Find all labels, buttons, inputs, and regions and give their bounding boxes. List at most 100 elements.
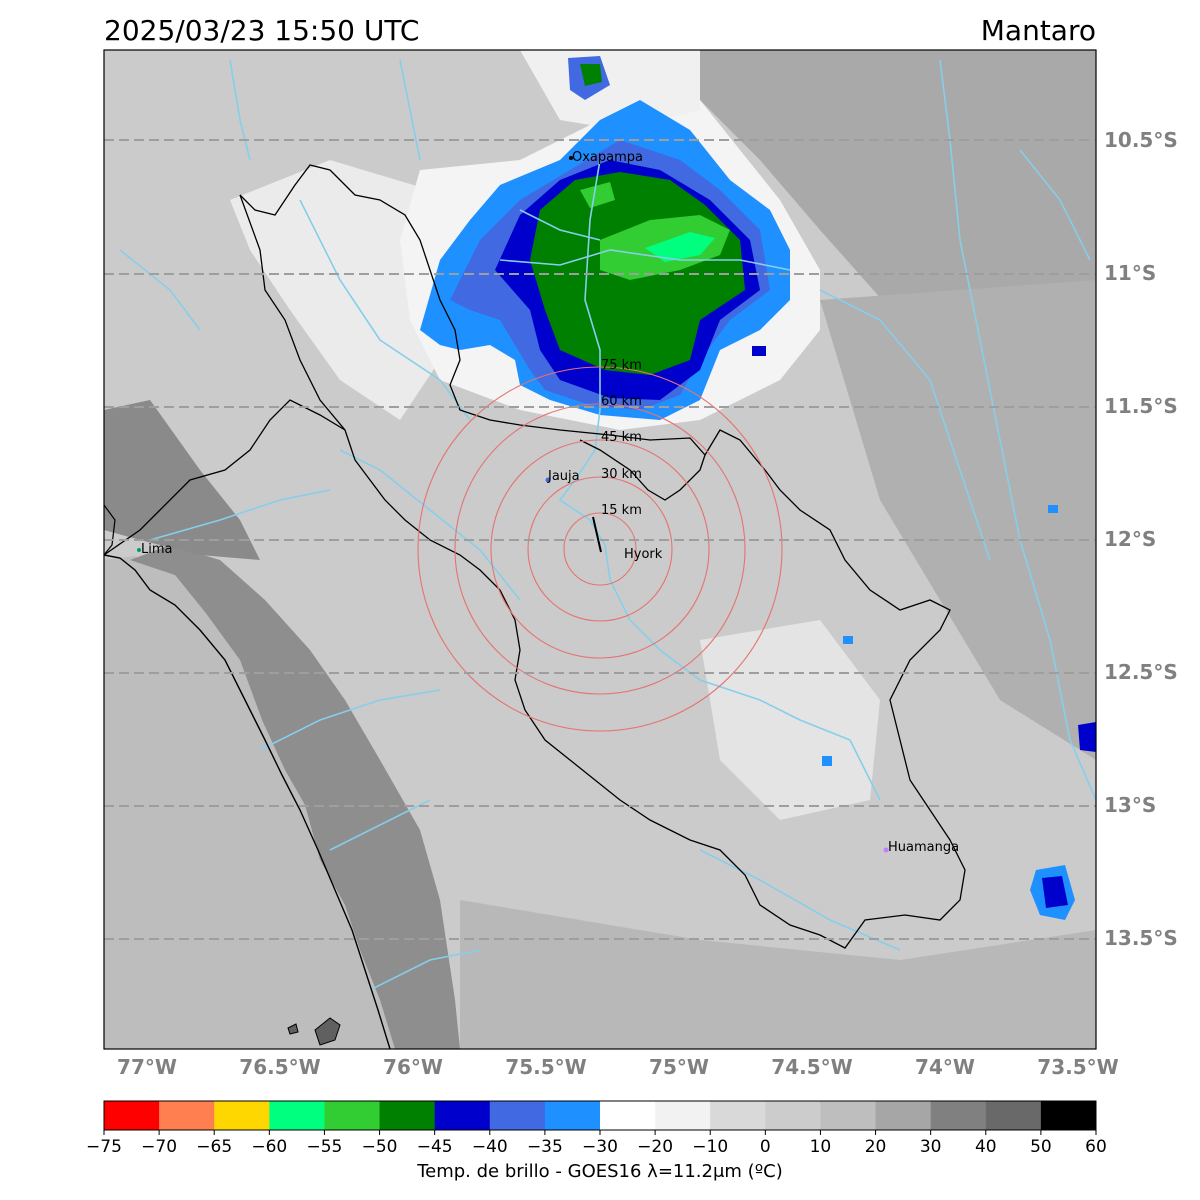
- colorbar-tick-label: 60: [1085, 1137, 1107, 1157]
- city-label-lima: Lima: [141, 542, 172, 557]
- lon-label: 76.5°W: [239, 1055, 320, 1079]
- city-label-hyork: Hyork: [624, 547, 663, 562]
- ring-15km: [563, 512, 637, 586]
- colorbar-tick-label: −45: [417, 1137, 453, 1157]
- cloud-zone-minus55: [645, 232, 715, 262]
- lon-label: 74°W: [915, 1055, 975, 1079]
- colorbar-tick-label: −75: [86, 1137, 122, 1157]
- lat-label: 10.5°S: [1104, 128, 1178, 152]
- cloud-cell-e: [1078, 722, 1096, 752]
- lon-label: 74.5°W: [771, 1055, 852, 1079]
- lon-label: 73.5°W: [1037, 1055, 1118, 1079]
- cloud-pixel-1: [1048, 505, 1058, 513]
- colorbar-segment: [379, 1101, 436, 1130]
- colorbar-tick-label: −30: [582, 1137, 618, 1157]
- coastal-band: [130, 545, 460, 1049]
- ring-label-75km: 75 km: [601, 358, 642, 373]
- colorbar-segment: [214, 1101, 270, 1130]
- colorbar-segment: [159, 1101, 215, 1130]
- island: [314, 1017, 341, 1046]
- lat-label: 13.5°S: [1104, 926, 1178, 950]
- colorbar-tick-label: 40: [975, 1137, 997, 1157]
- islet: [287, 1023, 299, 1035]
- colorbar-segment: [269, 1101, 325, 1130]
- cloud-cell-se-core: [1042, 876, 1068, 908]
- colorbar-segment: [710, 1101, 766, 1130]
- colorbar-tick-label: −70: [141, 1137, 177, 1157]
- lon-label: 75.5°W: [505, 1055, 586, 1079]
- lat-label: 13°S: [1104, 793, 1156, 817]
- colorbar-segment: [104, 1101, 160, 1130]
- ring-label-30km: 30 km: [601, 467, 642, 482]
- colorbar-tick-label: −55: [306, 1137, 342, 1157]
- huamanga-marker: [883, 847, 889, 853]
- lima-marker: [137, 548, 141, 552]
- colorbar-segment: [600, 1101, 656, 1130]
- colorbar-segment: [765, 1101, 821, 1130]
- jauja-marker: [545, 477, 551, 483]
- map-labels: Oxapampa Jauja Hyork Lima Huamanga 15 km…: [141, 150, 959, 855]
- colorbar-segment: [544, 1101, 601, 1130]
- longitude-labels: 77°W 76.5°W 76°W 75.5°W 75°W 74.5°W 74°W…: [117, 1055, 1119, 1079]
- ring-label-60km: 60 km: [601, 394, 642, 409]
- lon-label: 75°W: [649, 1055, 709, 1079]
- colorbar-tick-label: −60: [251, 1137, 287, 1157]
- cloud-pixel-4: [752, 346, 766, 356]
- city-label-huamanga: Huamanga: [888, 840, 959, 855]
- colorbar-label: Temp. de brillo - GOES16 λ=11.2μm (ºC): [417, 1161, 783, 1182]
- colorbar-tick-label: −65: [196, 1137, 232, 1157]
- colorbar-segment: [875, 1101, 932, 1130]
- colorbar-tick-label: 0: [760, 1137, 771, 1157]
- colorbar-tick-label: 20: [865, 1137, 887, 1157]
- coastline: [104, 554, 391, 1049]
- colorbar-segment: [434, 1101, 491, 1130]
- colorbar-tick-label: −50: [362, 1137, 398, 1157]
- colorbar-segment: [930, 1101, 987, 1130]
- colorbar-tick-label: 30: [920, 1137, 942, 1157]
- colorbar-segment: [324, 1101, 381, 1130]
- oxapampa-marker: [569, 156, 573, 160]
- lat-label: 11.5°S: [1104, 394, 1178, 418]
- colorbar-tick-label: −35: [527, 1137, 563, 1157]
- radar-beam-line: [592, 516, 602, 553]
- rivers: [119, 59, 1096, 991]
- map-imagery: [104, 50, 1096, 1049]
- cloud-pixel-2: [843, 636, 853, 644]
- colorbar-tick-label: −20: [637, 1137, 673, 1157]
- colorbar-segment: [985, 1101, 1042, 1130]
- east-terrain: [820, 280, 1096, 760]
- map-frame: [103, 49, 1097, 1050]
- sea: [104, 556, 395, 1049]
- colorbar-tick-label: 10: [810, 1137, 832, 1157]
- lon-label: 77°W: [117, 1055, 177, 1079]
- cloud-pixel-3: [822, 756, 832, 766]
- ring-75km: [417, 366, 783, 732]
- light-area-se: [700, 620, 880, 820]
- latitude-labels: 10.5°S 11°S 11.5°S 12°S 12.5°S 13°S 13.5…: [1104, 128, 1178, 950]
- colorbar-tick-label: −40: [472, 1137, 508, 1157]
- ring-label-15km: 15 km: [601, 503, 642, 518]
- latitude-gridlines: [104, 139, 1096, 940]
- lat-label: 12.5°S: [1104, 660, 1178, 684]
- colorbar-segment: [655, 1101, 711, 1130]
- lat-label: 11°S: [1104, 261, 1156, 285]
- lon-label: 76°W: [383, 1055, 443, 1079]
- cloud-cell-north-core: [580, 64, 602, 86]
- city-label-jauja: Jauja: [547, 469, 580, 484]
- cloud-spot-a: [580, 182, 615, 208]
- ring-60km: [454, 403, 746, 695]
- colorbar-tick-label: −10: [692, 1137, 728, 1157]
- ring-30km: [527, 476, 673, 622]
- ring-label-45km: 45 km: [601, 430, 642, 445]
- region-title: Mantaro: [980, 14, 1096, 47]
- colorbar-segment: [489, 1101, 546, 1130]
- colorbar: −75 −70 −65 −60 −55 −50 −45 −40 −35 −30 −20 −10 0 10 2…: [86, 1100, 1107, 1157]
- coastline-north: [104, 504, 116, 556]
- timestamp-title: 2025/03/23 15:50 UTC: [104, 14, 420, 47]
- city-label-oxapampa: Oxapampa: [572, 150, 643, 165]
- colorbar-tick-label: 50: [1030, 1137, 1052, 1157]
- ring-45km: [490, 439, 710, 659]
- south-terrain: [460, 900, 1096, 1049]
- colorbar-segment: [820, 1101, 877, 1130]
